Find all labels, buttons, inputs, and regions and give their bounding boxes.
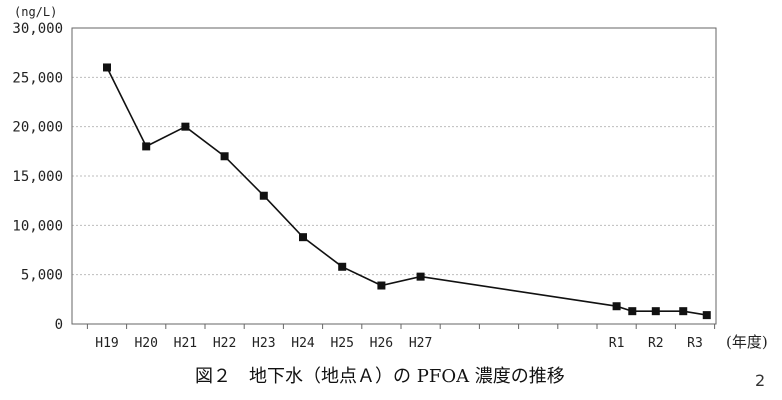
data-point: [259, 191, 268, 200]
plot-frame: [71, 27, 717, 325]
page-number: 2: [755, 371, 765, 390]
x-axis-unit: (年度): [726, 333, 768, 351]
x-tick-label: H24: [291, 336, 315, 351]
gridlines: [72, 76, 716, 276]
data-point: [628, 307, 637, 316]
data-point: [181, 122, 190, 131]
x-tick-label: H26: [370, 336, 393, 351]
x-tick-label: H20: [134, 336, 157, 351]
y-axis-unit: (ng/L): [14, 5, 57, 19]
y-tick-label: 5,000: [21, 268, 63, 284]
data-point: [142, 142, 151, 151]
series-line: [106, 67, 707, 316]
x-tick-label: H23: [252, 336, 275, 351]
x-tick-label: H22: [213, 336, 236, 351]
y-tick-labels: 0 5,000 10,000 15,000 20,000 25,000 30,000: [12, 21, 63, 333]
x-tick-label: R3: [687, 336, 703, 351]
x-tick-marks: [86, 324, 716, 329]
data-point: [651, 307, 660, 316]
data-point: [338, 262, 347, 271]
data-point: [377, 281, 386, 290]
data-point: [702, 311, 711, 320]
x-tick-label: H27: [409, 336, 432, 351]
x-tick-label: H21: [174, 336, 197, 351]
x-tick-labels: H19 H20 H21 H22 H23 H24 H25 H26 H27 R1 R2 R3: [95, 336, 703, 351]
data-point: [103, 63, 111, 72]
data-point: [220, 152, 229, 161]
x-tick-label: R2: [648, 336, 664, 351]
y-tick-label: 30,000: [12, 21, 63, 37]
data-points: [103, 63, 711, 320]
data-point: [416, 272, 425, 281]
x-tick-label: R1: [609, 336, 625, 351]
y-tick-label: 10,000: [12, 218, 63, 234]
chart-caption: 図２ 地下水（地点Ａ）の PFOA 濃度の推移: [195, 366, 565, 387]
y-tick-label: 0: [55, 317, 63, 333]
x-tick-label: H25: [330, 336, 353, 351]
y-tick-label: 20,000: [12, 120, 63, 136]
data-point: [612, 302, 621, 311]
x-tick-label: H19: [95, 336, 118, 351]
y-tick-label: 25,000: [12, 70, 63, 86]
data-point: [299, 233, 307, 242]
y-tick-label: 15,000: [12, 169, 63, 185]
data-point: [679, 307, 688, 316]
